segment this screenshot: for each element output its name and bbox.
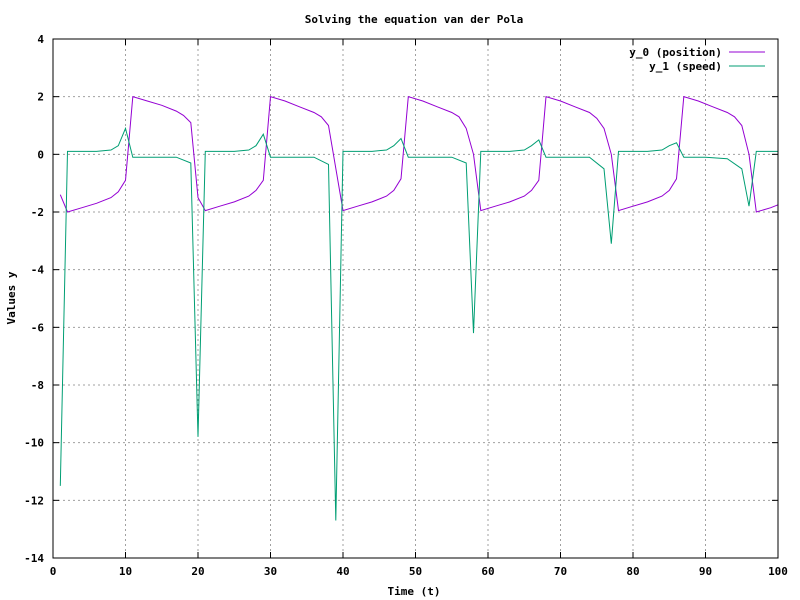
axis-ticks: 0 10 20 30 40 50 60 70 80 90 100420-2-4-6-8-10-12-… — [24, 33, 788, 578]
y-tick-label: -8 — [31, 379, 44, 392]
x-tick-label: 0 — [50, 565, 57, 578]
series-line-position — [59, 96, 779, 213]
y-tick-label: -14 — [24, 552, 44, 565]
x-tick-label: 20 — [191, 565, 204, 578]
x-tick-label: 50 — [409, 565, 422, 578]
x-tick-label: 90 — [699, 565, 712, 578]
y-tick-label: 2 — [37, 91, 44, 104]
y-tick-label: -2 — [31, 206, 44, 219]
x-tick-label: 80 — [626, 565, 639, 578]
y-tick-label: -4 — [31, 264, 45, 277]
x-axis-label: Time (t) — [388, 585, 441, 598]
y-tick-label: -10 — [24, 437, 44, 450]
y-axis-label: Values y — [5, 271, 18, 324]
legend-entry-label: y_0 (position) — [629, 46, 722, 59]
x-tick-label: 60 — [481, 565, 494, 578]
x-tick-label: 100 — [768, 565, 788, 578]
x-tick-label: 40 — [336, 565, 349, 578]
y-tick-label: -6 — [31, 321, 45, 334]
x-tick-label: 10 — [119, 565, 132, 578]
series-line-speed — [59, 126, 778, 521]
y-tick-label: 4 — [37, 33, 44, 46]
x-tick-label: 70 — [554, 565, 567, 578]
x-tick-label: 30 — [264, 565, 277, 578]
grid — [53, 39, 778, 558]
series-lines — [59, 96, 779, 521]
chart-title: Solving the equation van der Pola — [305, 13, 524, 26]
legend: y_0 (position)y_1 (speed) — [629, 46, 765, 73]
y-tick-label: -12 — [24, 494, 44, 507]
legend-entry-label: y_1 (speed) — [649, 60, 722, 73]
plot-frame — [52, 38, 779, 559]
y-tick-label: 0 — [37, 148, 44, 161]
